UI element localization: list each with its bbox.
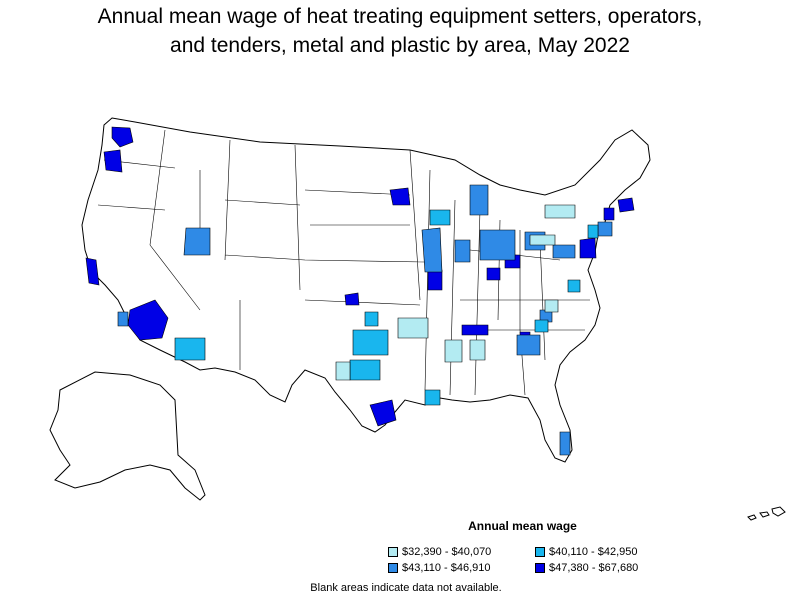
legend-label-tier-3: $43,110 - $46,910 [402, 562, 491, 574]
legend-item-tier-2: $40,110 - $42,950 [535, 546, 637, 558]
areas-tier-4 [85, 126, 635, 427]
footnote: Blank areas indicate data not available. [310, 582, 502, 594]
legend-swatch-tier-4 [535, 563, 545, 573]
alaska-outline [49, 371, 206, 501]
legend-label-tier-4: $47,380 - $67,680 [549, 562, 639, 574]
us-map [49, 117, 786, 521]
areas-tier-1 [335, 204, 576, 381]
legend-swatch-tier-1 [388, 547, 398, 557]
legend-swatch-tier-2 [535, 547, 545, 557]
areas-tier-3 [117, 184, 613, 456]
contiguous-us-outline [81, 117, 651, 463]
legend-title: Annual mean wage [468, 519, 577, 533]
areas-tier-2 [174, 209, 599, 406]
legend-label-tier-1: $32,390 - $40,070 [402, 546, 492, 558]
title-line-2: and tenders, metal and plastic by area, … [170, 34, 630, 57]
legend-label-tier-2: $40,110 - $42,950 [549, 546, 638, 558]
legend-item-tier-3: $43,110 - $46,910 [388, 562, 490, 574]
state-boundaries [97, 129, 590, 396]
title-line-1: Annual mean wage of heat treating equipm… [97, 5, 703, 28]
legend-item-tier-1: $32,390 - $40,070 [388, 546, 491, 558]
hawaii-islands [747, 506, 786, 521]
legend-swatch-tier-3 [388, 563, 398, 573]
legend-item-tier-4: $47,380 - $67,680 [535, 562, 638, 574]
map-title: Annual mean wage of heat treating equipm… [0, 2, 800, 60]
